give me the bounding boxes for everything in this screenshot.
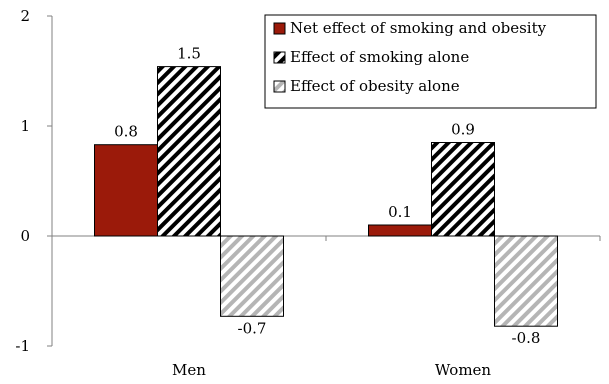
y-tick-label: 1 [20, 117, 30, 135]
legend-box [264, 14, 597, 109]
legend-label: Effect of obesity alone [290, 77, 460, 95]
bar [431, 142, 495, 237]
legend-label: Effect of smoking alone [290, 48, 469, 66]
data-label: -0.7 [238, 319, 267, 337]
bar [94, 144, 158, 237]
bar [157, 66, 221, 237]
bar [220, 235, 284, 317]
y-tick-label: 2 [20, 7, 30, 25]
legend-swatch [273, 22, 286, 35]
category-label: Women [435, 361, 492, 379]
data-label: 0.1 [388, 203, 412, 221]
bars [94, 66, 558, 327]
data-label: 1.5 [177, 45, 201, 63]
legend-swatch [273, 51, 286, 64]
data-label: 0.8 [114, 123, 138, 141]
data-label: -0.8 [512, 329, 541, 347]
category-label: Men [172, 361, 206, 379]
data-label: 0.9 [451, 121, 475, 139]
y-tick-label: -1 [15, 337, 30, 355]
bar [368, 224, 432, 237]
legend: Net effect of smoking and obesity Effect … [264, 14, 597, 109]
data-labels: 0.8 1.5 -0.7 0.1 0.9 -0.8 [114, 45, 540, 348]
legend-label: Net effect of smoking and obesity [290, 19, 547, 37]
bar [494, 235, 558, 327]
y-tick-label: 0 [20, 227, 30, 245]
legend-swatch [273, 80, 286, 93]
